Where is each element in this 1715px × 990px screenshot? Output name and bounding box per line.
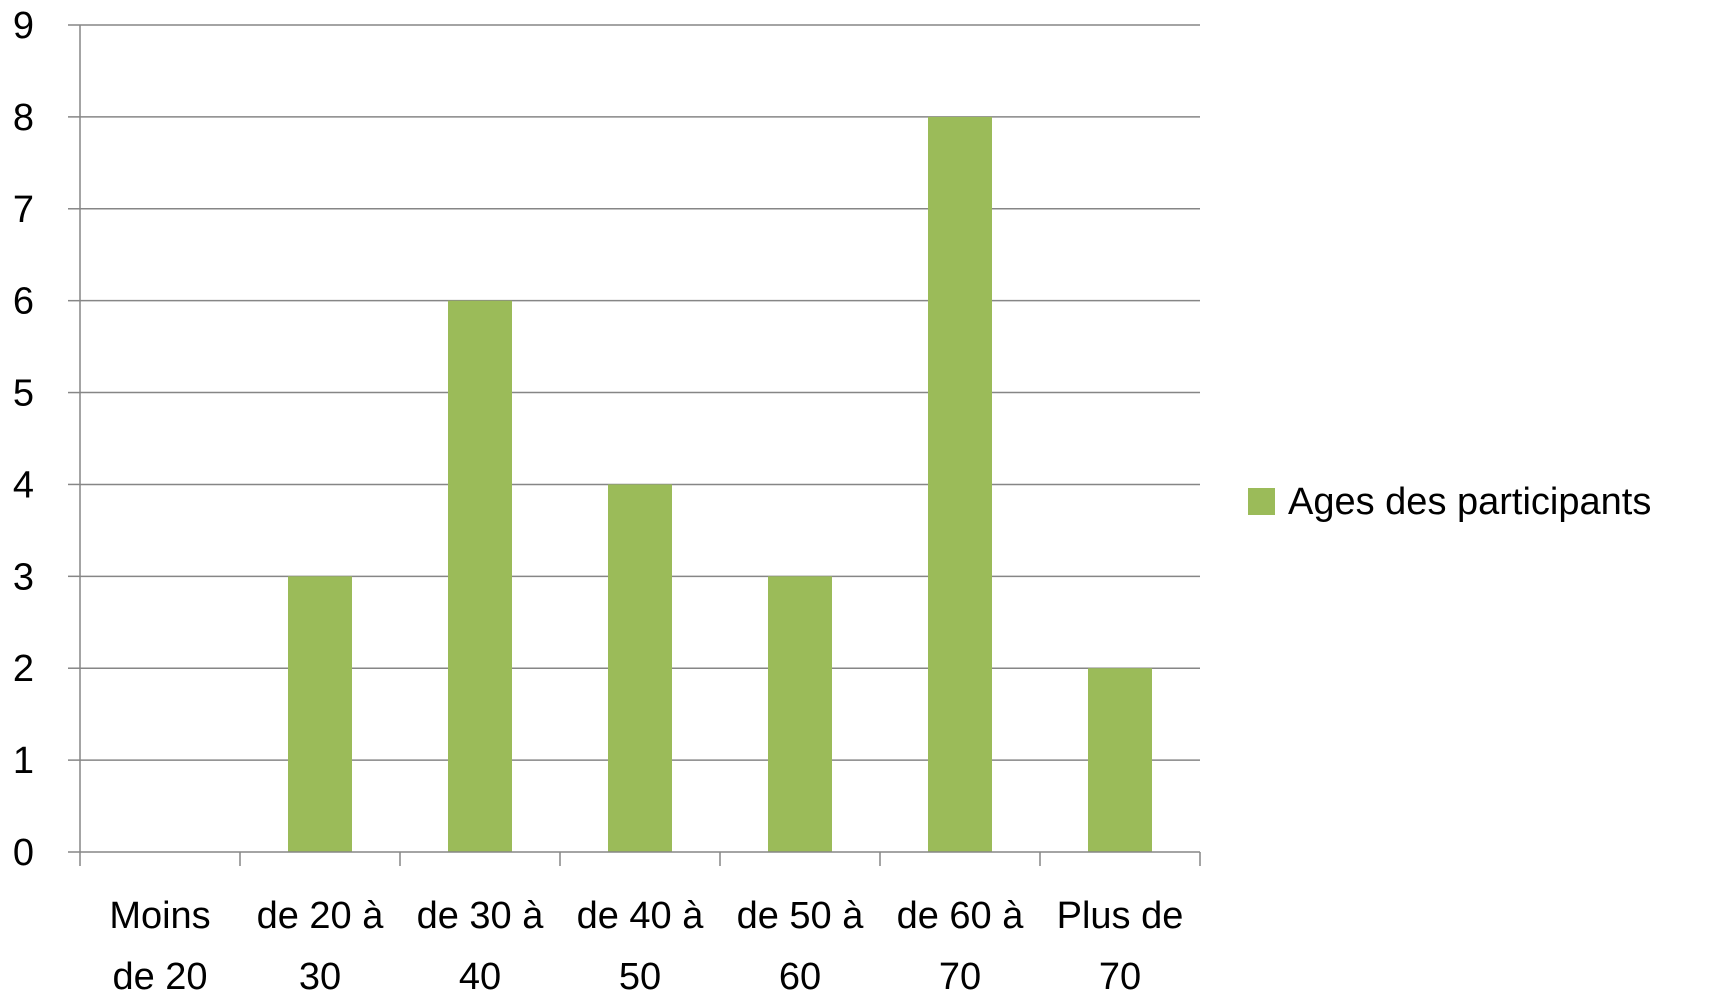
gridlines: [80, 24, 1200, 761]
y-tick-label: 1: [13, 740, 34, 782]
x-tick-label: Moins de 20: [109, 895, 210, 990]
y-tick-label: 2: [13, 648, 34, 690]
bar-2: [448, 300, 512, 853]
bar-4: [768, 576, 832, 852]
x-tick-label-line: de 20 à: [257, 895, 385, 937]
y-tick-label: 9: [13, 5, 34, 47]
x-tick-label: de 60 à 70: [897, 895, 1025, 990]
x-tick-label: Plus de 70: [1057, 895, 1184, 990]
bars: [288, 116, 1152, 853]
x-tick-label-line: 40: [459, 956, 501, 990]
bar-3: [608, 484, 672, 852]
legend: Ages des participants: [1248, 481, 1651, 523]
y-tick-label: 3: [13, 556, 34, 598]
x-tick-label-line: de 50 à: [737, 895, 865, 937]
bar-6: [1088, 668, 1152, 852]
x-tick-label-line: 70: [1099, 956, 1141, 990]
x-tick-label: de 40 à 50: [577, 895, 705, 990]
y-tick-label: 8: [13, 97, 34, 139]
bar-5: [928, 116, 992, 852]
x-tick-label-line: de 20: [112, 956, 207, 990]
bar-1: [288, 576, 352, 852]
x-tick-label: de 20 à 30: [257, 895, 385, 990]
x-tick-label-line: Moins: [109, 895, 210, 937]
y-tick-label: 6: [13, 281, 34, 323]
x-tick-label-line: de 60 à: [897, 895, 1025, 937]
x-tick-label: de 50 à 60: [737, 895, 865, 990]
x-tick-label-line: Plus de: [1057, 895, 1184, 937]
y-tick-label: 7: [13, 189, 34, 231]
x-tick-label-line: de 40 à: [577, 895, 705, 937]
legend-swatch: [1248, 488, 1275, 515]
y-tick-label: 5: [13, 373, 34, 415]
x-tick-label-line: 30: [299, 956, 341, 990]
y-tick-label: 0: [13, 832, 34, 874]
y-tick-label: 4: [13, 464, 34, 506]
x-tick-label-line: de 30 à: [417, 895, 545, 937]
x-tick-label: de 30 à 40: [417, 895, 545, 990]
legend-label: Ages des participants: [1288, 481, 1651, 523]
x-tick-label-line: 50: [619, 956, 661, 990]
y-axis-tick-labels: 0 1 2 3 4 5 6 7 8 9: [13, 5, 34, 874]
x-tick-label-line: 70: [939, 956, 981, 990]
x-tick-label-line: 60: [779, 956, 821, 990]
axes: [68, 24, 1201, 866]
